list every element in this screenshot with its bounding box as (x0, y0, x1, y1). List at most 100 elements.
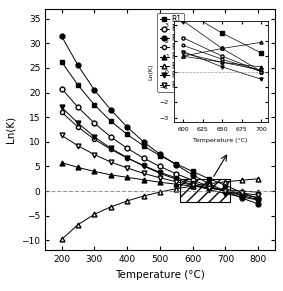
R5 (142, 178, 145, 182)
R3 (224, 189, 227, 193)
R4 (240, 193, 243, 196)
Line: R8: R8 (59, 133, 261, 198)
R5 (240, 189, 243, 193)
R3 (142, 140, 145, 143)
R2 (175, 172, 178, 175)
Bar (179, 179, 230, 202)
R3 (93, 88, 96, 92)
R2 (207, 184, 211, 188)
R4 (175, 176, 178, 180)
R7 (125, 156, 129, 159)
R1 (256, 197, 260, 200)
R2 (93, 121, 96, 125)
R2 (240, 194, 243, 197)
R6 (175, 187, 178, 190)
R1 (240, 191, 243, 194)
R1 (207, 177, 211, 180)
R2 (191, 178, 194, 182)
R6 (256, 177, 260, 180)
R4 (109, 148, 112, 151)
Legend: R1, R2, R3, R4, R5, R6, R7, R8: R1, R2, R3, R4, R5, R6, R7, R8 (157, 13, 184, 92)
Line: R6: R6 (59, 176, 261, 242)
R8 (240, 191, 243, 195)
R1 (142, 144, 145, 148)
R2 (109, 135, 112, 139)
R5 (191, 184, 194, 188)
R5 (109, 173, 112, 177)
R5 (93, 170, 96, 173)
R6 (224, 180, 227, 184)
R3 (158, 152, 162, 156)
R4 (207, 185, 211, 189)
R7 (76, 121, 80, 125)
R6 (240, 178, 243, 182)
R2 (142, 156, 145, 160)
R3 (256, 202, 260, 206)
R4 (158, 171, 162, 174)
R8 (60, 134, 63, 137)
R2 (224, 189, 227, 193)
R5 (224, 188, 227, 191)
R4 (76, 125, 80, 129)
R6 (191, 184, 194, 188)
Line: R1: R1 (59, 60, 261, 201)
R5 (76, 166, 80, 169)
R6 (60, 238, 63, 241)
R7 (175, 178, 178, 181)
R8 (125, 166, 129, 170)
R7 (191, 183, 194, 187)
R4 (60, 111, 63, 114)
R8 (158, 176, 162, 180)
R1 (191, 170, 194, 173)
Line: R7: R7 (59, 105, 261, 203)
R5 (125, 175, 129, 179)
Line: R3: R3 (59, 34, 261, 206)
Y-axis label: Ln(K): Ln(K) (6, 116, 16, 143)
R3 (207, 182, 211, 185)
R2 (256, 198, 260, 201)
R8 (256, 193, 260, 197)
R4 (125, 156, 129, 160)
R1 (125, 133, 129, 136)
R4 (93, 138, 96, 141)
R5 (207, 187, 211, 190)
R7 (142, 164, 145, 168)
R1 (224, 183, 227, 187)
R1 (158, 154, 162, 157)
X-axis label: Temperature (°C): Temperature (°C) (194, 138, 248, 143)
R8 (76, 144, 80, 148)
R4 (191, 181, 194, 184)
R3 (191, 173, 194, 177)
R1 (60, 60, 63, 64)
R8 (93, 153, 96, 156)
Line: R2: R2 (59, 86, 261, 202)
R4 (256, 196, 260, 199)
R8 (175, 180, 178, 184)
R3 (240, 196, 243, 200)
R2 (76, 106, 80, 109)
R5 (60, 161, 63, 164)
R8 (142, 172, 145, 175)
R6 (207, 182, 211, 185)
R3 (175, 163, 178, 167)
R6 (142, 194, 145, 198)
R6 (125, 199, 129, 203)
Y-axis label: Ln(K): Ln(K) (148, 63, 153, 80)
R6 (158, 190, 162, 194)
R7 (60, 106, 63, 109)
R4 (142, 164, 145, 167)
Line: R5: R5 (59, 160, 261, 194)
R2 (60, 87, 63, 90)
X-axis label: Temperature (°C): Temperature (°C) (115, 270, 205, 280)
R1 (76, 84, 80, 87)
R7 (224, 192, 227, 195)
R3 (109, 108, 112, 111)
R7 (207, 188, 211, 191)
R8 (224, 189, 227, 192)
R1 (93, 103, 96, 107)
R8 (191, 183, 194, 187)
R7 (93, 135, 96, 139)
R8 (207, 187, 211, 190)
R6 (109, 205, 112, 209)
R7 (109, 146, 112, 150)
